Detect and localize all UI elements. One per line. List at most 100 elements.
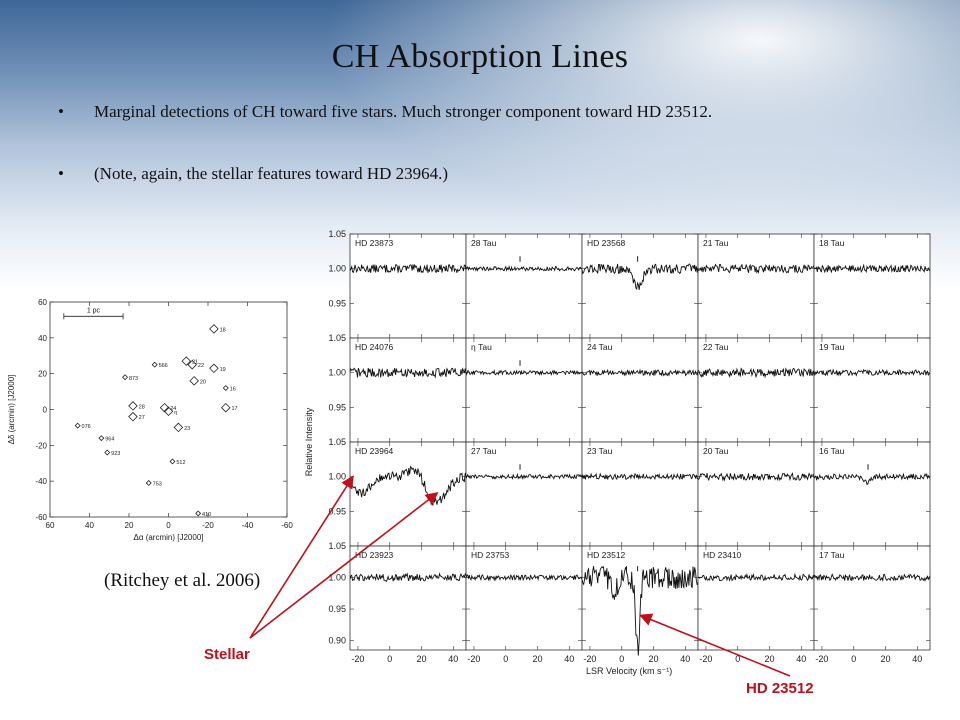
panel-frame [581, 441, 699, 547]
map-y-tick-label: -40 [35, 477, 47, 486]
grid-x-tick-label: 0 [387, 654, 392, 664]
panel-frame [581, 337, 699, 443]
bullet-list: • Marginal detections of CH toward five … [58, 102, 938, 184]
map-x-axis-label: Δα (arcmin) [J2000] [134, 533, 204, 542]
grid-y-tick-label: 1.00 [328, 472, 346, 482]
spectrum-panel: η Tau [465, 337, 583, 443]
panel-star-label: HD 23410 [703, 550, 742, 560]
panel-frame [465, 337, 583, 443]
panel-star-label: HD 23964 [355, 446, 394, 456]
grid-x-tick-label: 40 [680, 654, 690, 664]
spectrum-panel: 22 Tau [697, 337, 815, 443]
panel-frame [813, 545, 931, 651]
panel-star-label: HD 23568 [587, 238, 626, 248]
map-star-label: 20 [200, 379, 206, 385]
map-y-tick-label: -60 [35, 513, 47, 522]
panel-frame [697, 337, 815, 443]
spectrum-line [697, 263, 815, 275]
panel-star-label: 16 Tau [819, 446, 845, 456]
grid-x-tick-label: -20 [815, 654, 828, 664]
grid-x-tick-label: 0 [851, 654, 856, 664]
spectrum-line [813, 263, 931, 274]
map-star-marker [209, 324, 219, 334]
map-star-label: 27 [139, 415, 145, 421]
panel-frame [349, 441, 467, 547]
panel-frame [581, 545, 699, 651]
map-star-label: 923 [111, 451, 120, 457]
map-star-marker [195, 510, 202, 517]
grid-y-tick-label: 1.05 [328, 229, 346, 239]
map-star-marker [122, 374, 129, 381]
grid-x-tick-label: 0 [503, 654, 508, 664]
grid-x-tick-label: 40 [448, 654, 458, 664]
map-x-tick-label: -20 [202, 521, 214, 530]
grid-y-tick-label: 0.90 [328, 636, 346, 646]
map-y-tick-label: 20 [38, 370, 47, 379]
grid-y-tick-label: 1.00 [328, 264, 346, 274]
spectrum-panel: HD 23410 [697, 545, 815, 651]
grid-y-tick-label: 1.05 [328, 541, 346, 551]
panel-star-label: 24 Tau [587, 342, 613, 352]
panel-star-label: 28 Tau [471, 238, 497, 248]
map-star-marker [169, 458, 176, 465]
panel-frame [349, 233, 467, 339]
bullet-item: • (Note, again, the stellar features tow… [58, 164, 938, 184]
spectrum-line [813, 573, 931, 582]
map-star-marker [145, 479, 152, 486]
hd23512-label: HD 23512 [746, 680, 814, 697]
grid-x-tick-label: 20 [880, 654, 890, 664]
panel-frame [349, 545, 467, 651]
spectrum-line [581, 263, 699, 291]
map-star-marker [128, 411, 138, 422]
grid-y-tick-label: 1.00 [328, 573, 346, 583]
panel-frame [465, 545, 583, 651]
spectrum-panel: 27 Tau [465, 441, 583, 547]
map-scale-bar-label: 1 pc [87, 307, 101, 314]
map-star-label: 753 [153, 481, 162, 487]
grid-x-tick-label: 40 [912, 654, 922, 664]
grid-x-tick-label: -20 [351, 654, 364, 664]
map-star-label: 19 [220, 367, 226, 373]
spectrum-line [813, 472, 931, 486]
map-star-marker [74, 422, 81, 429]
spectrum-line [349, 367, 467, 379]
spectrum-panel: HD 23753 [465, 545, 583, 651]
panel-star-label: 21 Tau [703, 238, 729, 248]
map-x-tick-label: 60 [46, 521, 55, 530]
map-star-label: 23 [184, 426, 190, 432]
citation: (Ritchey et al. 2006) [104, 570, 261, 591]
map-star-label: 21 [192, 360, 198, 366]
stellar-label: Stellar [204, 646, 250, 663]
spectrum-line [697, 572, 815, 582]
panel-star-label: 17 Tau [819, 550, 845, 560]
spectrum-panel: HD 23873 [349, 233, 467, 339]
grid-x-tick-label: -20 [583, 654, 596, 664]
grid-x-axis-label: LSR Velocity (km s⁻¹) [586, 666, 672, 676]
spectrum-line [465, 369, 583, 377]
panel-star-label: HD 24076 [355, 342, 394, 352]
map-x-tick-label: -60 [281, 521, 293, 530]
grid-x-tick-label: 0 [735, 654, 740, 664]
bullet-dot: • [58, 102, 64, 121]
map-y-axis-label: Δδ (arcmin) [J2000] [7, 375, 16, 445]
grid-y-tick-label: 0.95 [328, 604, 346, 614]
map-star-label: 16 [230, 387, 236, 393]
map-star-label: η [174, 410, 177, 416]
map-star-label: 18 [220, 327, 226, 333]
panel-frame [813, 233, 931, 339]
map-star-marker [173, 422, 184, 433]
map-star-marker [151, 361, 158, 368]
map-star-marker [128, 401, 138, 411]
spectrum-line [349, 465, 467, 506]
map-y-tick-label: 0 [43, 406, 48, 415]
spectrum-panel: 17 Tau [813, 545, 931, 651]
panel-frame [813, 337, 931, 443]
spectrum-panel: 24 Tau [581, 337, 699, 443]
map-x-tick-label: 20 [125, 521, 134, 530]
spectrum-panel: HD 23512 [581, 545, 699, 656]
map-star-marker [104, 449, 111, 456]
panel-star-label: 27 Tau [471, 446, 497, 456]
spectrum-panel: 16 Tau [813, 441, 931, 547]
bullet-item: • Marginal detections of CH toward five … [58, 102, 938, 122]
